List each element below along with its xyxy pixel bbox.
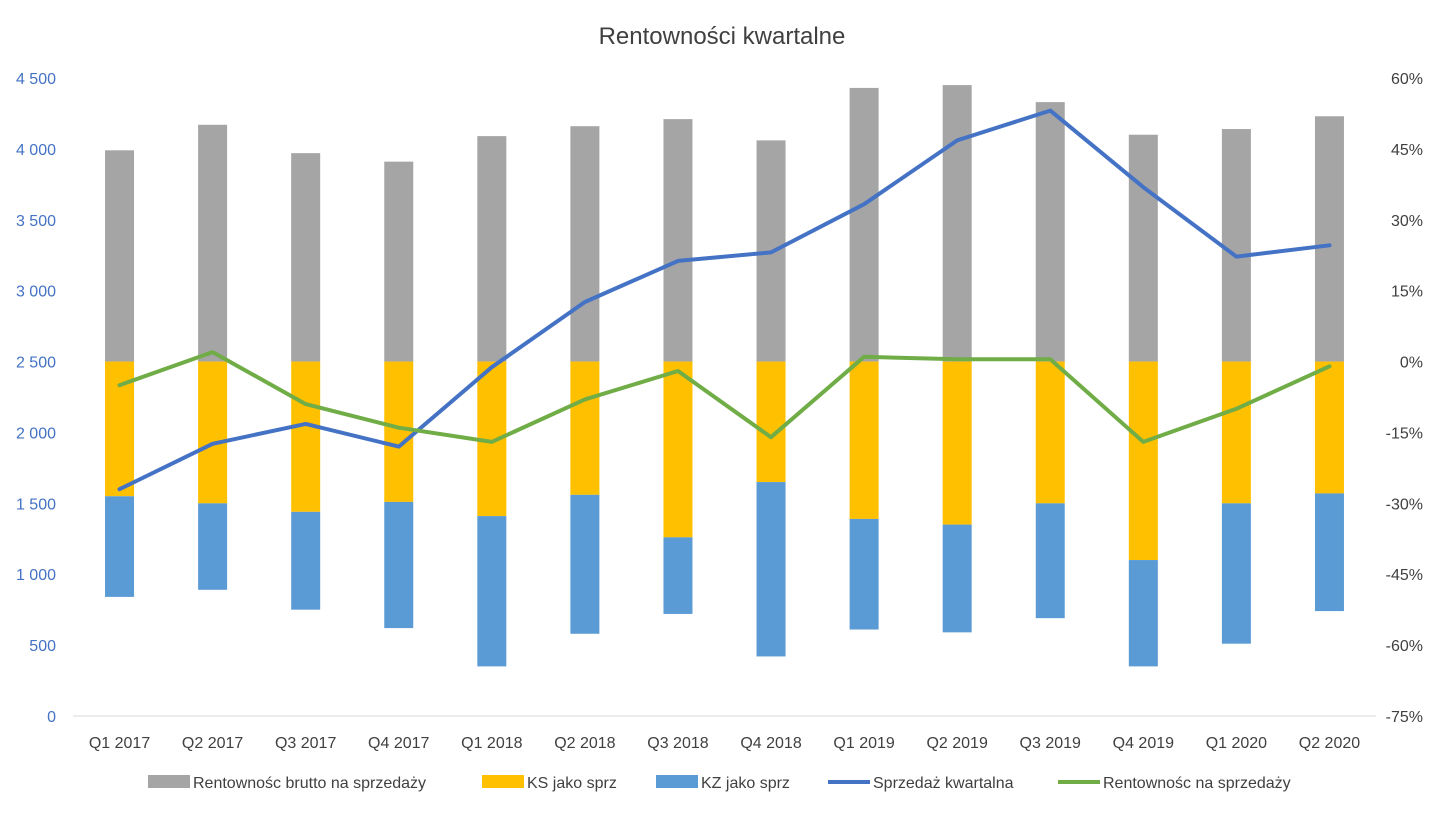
legend-label-sales: Sprzedaż kwartalna: [873, 775, 1014, 792]
right-y-tick-label: 15%: [1391, 284, 1423, 301]
bar-gross: [105, 150, 135, 362]
bar-kz: [849, 518, 879, 630]
bar-ks: [1221, 361, 1251, 504]
bar-gross: [570, 126, 600, 362]
chart-title: Rentowności kwartalne: [599, 23, 846, 50]
bar-series-group: [105, 85, 1344, 667]
x-tick-label: Q1 2020: [1206, 735, 1267, 752]
bar-kz: [570, 494, 600, 634]
bar-ks: [1035, 361, 1065, 504]
bar-gross: [1314, 116, 1344, 362]
left-y-tick-label: 0: [47, 709, 56, 726]
bar-gross: [1035, 102, 1065, 362]
x-tick-label: Q1 2017: [89, 735, 150, 752]
right-y-tick-label: -30%: [1386, 496, 1423, 513]
bar-ks: [849, 361, 879, 519]
line-series-group: [117, 108, 1332, 492]
left-y-tick-label: 4 500: [16, 71, 56, 88]
right-y-tick-label: -45%: [1386, 567, 1423, 584]
left-y-tick-label: 2 500: [16, 355, 56, 372]
right-y-axis: -75% -60% -45% -30% -15% 0% 15% 30% 45% 60%: [1386, 71, 1423, 726]
bar-gross: [384, 161, 414, 362]
bar-kz: [291, 511, 321, 610]
bar-gross: [1221, 129, 1251, 362]
bar-gross: [198, 124, 228, 362]
bar-gross: [1128, 134, 1158, 362]
bar-kz: [384, 501, 414, 629]
bar-kz: [477, 516, 507, 667]
bar-gross: [663, 119, 693, 362]
x-axis: Q1 2017 Q2 2017 Q3 2017 Q4 2017 Q1 2018 Q2 20…: [89, 735, 1360, 752]
bar-ks: [756, 361, 786, 483]
left-y-axis: 0 500 1 000 1 500 2 000 2 500 3 000 3 500 4 000 4…: [16, 71, 56, 726]
right-y-tick-label: 30%: [1391, 213, 1423, 230]
bar-ks: [942, 361, 972, 525]
x-tick-label: Q4 2018: [740, 735, 801, 752]
line-sales: [117, 108, 1332, 492]
left-y-tick-label: 1 000: [16, 567, 56, 584]
bar-gross: [477, 136, 507, 362]
bar-ks: [291, 361, 321, 512]
left-y-tick-label: 3 500: [16, 213, 56, 230]
bar-ks: [198, 361, 228, 504]
left-y-tick-label: 2 000: [16, 425, 56, 442]
x-tick-label: Q1 2018: [461, 735, 522, 752]
left-y-tick-label: 4 000: [16, 142, 56, 159]
bar-kz: [1314, 493, 1344, 612]
legend-label-gross: Rentownośc brutto na sprzedaży: [193, 775, 426, 792]
x-tick-label: Q4 2019: [1113, 735, 1174, 752]
legend-swatch-ks: [482, 775, 524, 788]
bar-kz: [1128, 560, 1158, 667]
x-tick-label: Q3 2018: [647, 735, 708, 752]
bar-ks: [1314, 361, 1344, 494]
line-ros: [117, 350, 1332, 444]
right-y-tick-label: -75%: [1386, 709, 1423, 726]
bar-gross: [942, 85, 972, 362]
right-y-tick-label: 0%: [1400, 355, 1423, 372]
bar-ks: [384, 361, 414, 502]
bar-kz: [756, 482, 786, 657]
bar-kz: [1035, 503, 1065, 619]
bar-ks: [663, 361, 693, 538]
bar-kz: [663, 537, 693, 614]
bar-gross: [849, 87, 879, 362]
legend-label-kz: KZ jako sprz: [701, 775, 790, 792]
bar-ks: [1128, 361, 1158, 561]
legend-label-ros: Rentownośc na sprzedaży: [1103, 775, 1291, 792]
legend-swatch-gross: [148, 775, 190, 788]
bar-ks: [570, 361, 600, 495]
right-y-tick-label: -15%: [1386, 425, 1423, 442]
x-tick-label: Q2 2019: [926, 735, 987, 752]
legend-label-ks: KS jako sprz: [527, 775, 617, 792]
bar-kz: [105, 496, 135, 597]
bar-kz: [1221, 503, 1251, 644]
right-y-tick-label: 45%: [1391, 142, 1423, 159]
left-y-tick-label: 3 000: [16, 284, 56, 301]
left-y-tick-label: 500: [29, 638, 56, 655]
x-tick-label: Q2 2017: [182, 735, 243, 752]
x-tick-label: Q3 2017: [275, 735, 336, 752]
legend-swatch-kz: [656, 775, 698, 788]
bar-gross: [291, 153, 321, 362]
x-tick-label: Q4 2017: [368, 735, 429, 752]
x-tick-label: Q2 2020: [1299, 735, 1360, 752]
x-tick-label: Q1 2019: [833, 735, 894, 752]
right-y-tick-label: 60%: [1391, 71, 1423, 88]
left-y-tick-label: 1 500: [16, 496, 56, 513]
right-y-tick-label: -60%: [1386, 638, 1423, 655]
bar-kz: [942, 524, 972, 633]
x-tick-label: Q2 2018: [554, 735, 615, 752]
bar-kz: [198, 503, 228, 590]
x-tick-label: Q3 2019: [1020, 735, 1081, 752]
legend: Rentownośc brutto na sprzedaży KS jako sp…: [148, 775, 1291, 792]
